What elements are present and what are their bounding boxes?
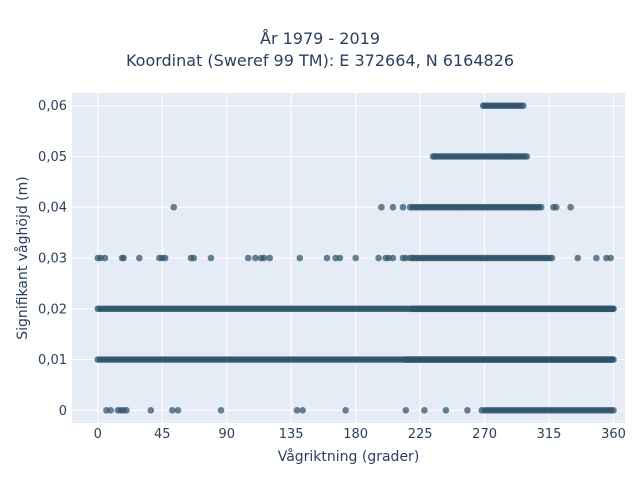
- data-point: [266, 254, 274, 262]
- x-tick-label: 180: [343, 427, 368, 442]
- data-point: [389, 203, 397, 211]
- y-tick-label: 0,01: [38, 353, 67, 368]
- data-point: [123, 407, 130, 414]
- y-tick-label: 0: [59, 404, 67, 419]
- data-point: [293, 407, 301, 414]
- data-point: [136, 254, 143, 262]
- data-point: [537, 203, 545, 211]
- x-tick-label: 90: [218, 427, 235, 442]
- data-point: [478, 407, 486, 414]
- data-point: [567, 203, 574, 211]
- y-tick-label: 0,05: [38, 150, 67, 165]
- data-point: [207, 254, 215, 262]
- data-point: [107, 407, 114, 414]
- data-point: [299, 407, 306, 414]
- data-point: [608, 356, 616, 363]
- data-point: [389, 254, 397, 262]
- y-tick-labels: 0 0,01 0,02 0,03 0,04 0,05 0,06: [38, 99, 67, 419]
- data-point: [174, 407, 182, 414]
- chart-title-line-2: Koordinat (Sweref 99 TM): E 372664, N 61…: [125, 51, 515, 70]
- data-point: [190, 254, 198, 262]
- data-point: [260, 254, 268, 262]
- data-point: [610, 407, 617, 414]
- data-point: [336, 254, 344, 262]
- data-point: [442, 407, 450, 414]
- y-tick-label: 0,06: [38, 99, 67, 114]
- data-point: [607, 254, 614, 262]
- data-point: [342, 407, 349, 414]
- data-point: [523, 153, 531, 160]
- data-point: [548, 254, 556, 262]
- data-point: [101, 254, 109, 262]
- y-tick-label: 0,04: [38, 201, 67, 216]
- x-tick-label: 225: [408, 427, 433, 442]
- data-point: [464, 407, 471, 414]
- data-point: [147, 407, 155, 414]
- y-axis-title: Signifikant våghöjd (m): [14, 176, 31, 339]
- data-point: [168, 407, 176, 414]
- x-tick-label: 315: [537, 427, 562, 442]
- data-point: [429, 153, 437, 160]
- x-tick-labels: 0 45 90 135 180 225 270 315 360: [94, 427, 626, 442]
- data-point: [402, 407, 410, 414]
- data-point: [574, 254, 582, 262]
- x-tick-label: 360: [601, 427, 626, 442]
- x-axis-title: Vågriktning (grader): [278, 448, 420, 465]
- data-point: [244, 254, 252, 262]
- x-tick-label: 0: [94, 427, 102, 442]
- data-point: [323, 254, 331, 262]
- data-point: [296, 254, 304, 262]
- data-point: [170, 203, 178, 211]
- data-point: [609, 305, 617, 313]
- data-point: [399, 203, 407, 211]
- y-tick-label: 0,02: [38, 302, 67, 317]
- data-point: [120, 254, 127, 262]
- data-point: [352, 254, 359, 262]
- data-point: [593, 254, 600, 262]
- y-tick-label: 0,03: [38, 252, 67, 267]
- data-point: [252, 254, 259, 262]
- data-point: [552, 203, 560, 211]
- x-tick-label: 45: [154, 427, 171, 442]
- x-tick-label: 135: [279, 427, 304, 442]
- data-point: [519, 102, 527, 109]
- data-point: [378, 203, 385, 211]
- data-point: [421, 407, 428, 414]
- data-points: [94, 102, 617, 414]
- chart-title-line-1: År 1979 - 2019: [260, 29, 380, 48]
- data-point: [375, 254, 382, 262]
- data-point: [161, 254, 169, 262]
- x-tick-label: 270: [472, 427, 497, 442]
- data-point: [479, 102, 487, 109]
- data-point: [402, 254, 410, 262]
- data-point: [217, 407, 225, 414]
